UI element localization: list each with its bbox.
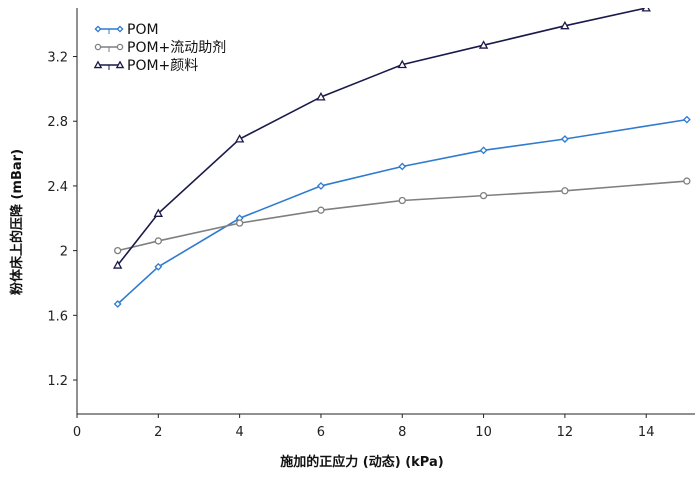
- x-axis-title: 施加的正应力 (动态) (kPa): [280, 454, 443, 470]
- y-tick-label: 1.2: [47, 374, 68, 389]
- data-point: [398, 196, 406, 205]
- data-point: [479, 191, 488, 200]
- series-2: [114, 177, 691, 255]
- legend-marker: [94, 43, 102, 51]
- x-tick-label: 4: [235, 425, 243, 440]
- data-point: [235, 219, 244, 227]
- x-tick-label: 12: [557, 425, 574, 440]
- data-point: [560, 20, 570, 30]
- series-3: [112, 8, 651, 269]
- legend-item: POM: [94, 22, 159, 38]
- x-tick-label: 0: [73, 425, 81, 440]
- series-line: [117, 118, 687, 305]
- data-point: [316, 92, 326, 101]
- data-point: [478, 40, 489, 49]
- series-line: [117, 180, 687, 252]
- data-point: [154, 262, 163, 271]
- data-point: [398, 162, 407, 171]
- y-tick-label: 1.6: [47, 309, 68, 324]
- data-point: [317, 182, 325, 190]
- data-point: [154, 237, 162, 245]
- data-point: [479, 146, 488, 155]
- series-layer: [112, 8, 691, 308]
- legend-label: POM+流动助剂: [127, 40, 226, 56]
- legend-marker: [94, 25, 102, 33]
- y-axis-title: 粉体床上的压降 (mBar): [9, 149, 25, 295]
- data-point: [641, 8, 651, 12]
- y-tick-label: 3.2: [47, 51, 68, 66]
- x-tick-label: 10: [475, 425, 492, 440]
- legend: POM POM+流动助剂 POM+颜料: [93, 22, 226, 74]
- data-point: [397, 59, 407, 69]
- y-tick-label: 2.8: [47, 115, 68, 130]
- series-line: [117, 8, 647, 266]
- legend-marker: [93, 60, 103, 69]
- data-point: [683, 177, 691, 185]
- y-tick-label: 2.4: [47, 180, 68, 195]
- legend-item: POM+颜料: [93, 58, 198, 74]
- data-point: [113, 300, 122, 308]
- data-point: [560, 135, 569, 143]
- data-point: [112, 260, 123, 269]
- legend-item: POM+流动助剂: [94, 40, 226, 56]
- legend-marker: [116, 43, 124, 51]
- x-tick-label: 6: [317, 425, 325, 440]
- legend-label: POM+颜料: [127, 58, 198, 74]
- legend-marker: [115, 60, 125, 69]
- data-point: [234, 134, 245, 143]
- axes: 0 2 4 6 8 10 12 14 1.2 1.6 2 2.4 2.8 3.2: [47, 8, 695, 440]
- x-tick-label: 8: [398, 425, 406, 440]
- data-point: [114, 246, 122, 255]
- legend-label: POM: [127, 22, 159, 38]
- data-point: [561, 187, 569, 195]
- y-tick-label: 2: [60, 245, 68, 260]
- series-1: [113, 115, 691, 308]
- legend-marker: [116, 25, 124, 33]
- x-tick-label: 14: [638, 425, 655, 440]
- data-point: [682, 115, 691, 124]
- data-point: [317, 206, 325, 214]
- data-point: [153, 208, 164, 217]
- x-tick-label: 2: [154, 425, 162, 440]
